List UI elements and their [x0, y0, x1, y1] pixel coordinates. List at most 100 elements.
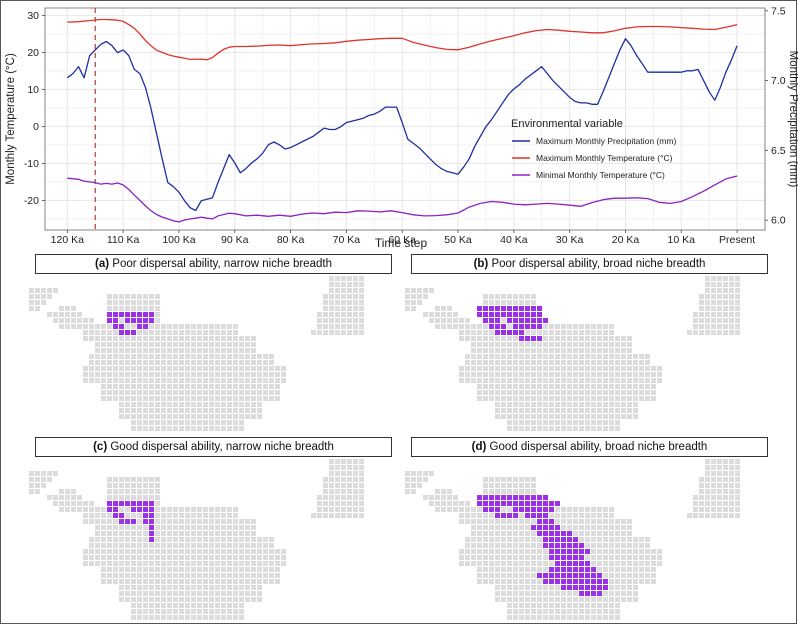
land-cell [161, 507, 166, 512]
land-cell [495, 585, 500, 590]
land-cell [495, 537, 500, 542]
land-cell [711, 483, 716, 488]
land-cell [119, 300, 124, 305]
land-cell [579, 348, 584, 353]
land-cell [215, 366, 220, 371]
land-cell [197, 366, 202, 371]
land-cell [633, 549, 638, 554]
land-cell [155, 537, 160, 542]
land-cell [41, 294, 46, 299]
land-cell [561, 609, 566, 614]
land-cell [359, 276, 364, 281]
land-cell [353, 312, 358, 317]
land-cell [113, 531, 118, 536]
land-cell [537, 585, 542, 590]
land-cell [507, 348, 512, 353]
land-cell [573, 414, 578, 419]
land-cell [579, 330, 584, 335]
land-cell [645, 384, 650, 389]
land-cell [609, 525, 614, 530]
land-cell [507, 567, 512, 572]
land-cell [341, 318, 346, 323]
land-cell [233, 609, 238, 614]
land-cell [471, 555, 476, 560]
land-cell [227, 513, 232, 518]
land-cell [335, 330, 340, 335]
range-cell [567, 573, 572, 578]
land-cell [203, 342, 208, 347]
range-cell [585, 591, 590, 596]
land-cell [95, 372, 100, 377]
land-cell [603, 390, 608, 395]
land-cell [507, 519, 512, 524]
range-cell [561, 585, 566, 590]
range-cell [495, 513, 500, 518]
land-cell [525, 555, 530, 560]
land-cell [495, 573, 500, 578]
land-cell [597, 531, 602, 536]
land-cell [251, 561, 256, 566]
land-cell [215, 561, 220, 566]
land-cell [335, 501, 340, 506]
land-cell [591, 513, 596, 518]
land-cell [155, 396, 160, 401]
land-cell [185, 384, 190, 389]
land-cell [149, 366, 154, 371]
land-cell [29, 477, 34, 482]
land-cell [215, 573, 220, 578]
land-cell [329, 495, 334, 500]
land-cell [221, 414, 226, 419]
land-cell [83, 336, 88, 341]
land-cell [465, 324, 470, 329]
land-cell [519, 615, 524, 620]
land-cell [191, 597, 196, 602]
land-cell [627, 537, 632, 542]
land-cell [341, 471, 346, 476]
land-cell [615, 420, 620, 425]
land-cell [203, 507, 208, 512]
land-cell [603, 336, 608, 341]
land-cell [651, 573, 656, 578]
land-cell [125, 324, 130, 329]
land-cell [53, 318, 58, 323]
land-cell [197, 615, 202, 620]
land-cell [113, 366, 118, 371]
land-cell [501, 531, 506, 536]
land-cell [507, 531, 512, 536]
land-cell [591, 390, 596, 395]
land-cell [489, 543, 494, 548]
land-cell [203, 354, 208, 359]
land-cell [483, 396, 488, 401]
range-cell [543, 525, 548, 530]
series-lines [66, 8, 738, 230]
land-cell [561, 414, 566, 419]
land-cell [341, 306, 346, 311]
land-cell [227, 408, 232, 413]
land-cell [119, 402, 124, 407]
range-cell [507, 495, 512, 500]
land-cell [251, 597, 256, 602]
land-cell [483, 336, 488, 341]
land-cell [185, 573, 190, 578]
x-axis-label: Time step [375, 236, 428, 250]
land-cell [615, 354, 620, 359]
land-cell [609, 519, 614, 524]
land-cell [155, 603, 160, 608]
land-cell [735, 294, 740, 299]
land-cell [149, 555, 154, 560]
land-cell [495, 477, 500, 482]
land-cell [161, 336, 166, 341]
land-cell [323, 294, 328, 299]
land-cell [239, 390, 244, 395]
land-cell [179, 525, 184, 530]
land-cell [621, 366, 626, 371]
land-cell [209, 348, 214, 353]
land-cell [155, 615, 160, 620]
land-cell [615, 561, 620, 566]
land-cell [723, 276, 728, 281]
land-cell [137, 372, 142, 377]
land-cell [537, 426, 542, 431]
land-cell [347, 459, 352, 464]
land-cell [227, 336, 232, 341]
land-cell [477, 567, 482, 572]
